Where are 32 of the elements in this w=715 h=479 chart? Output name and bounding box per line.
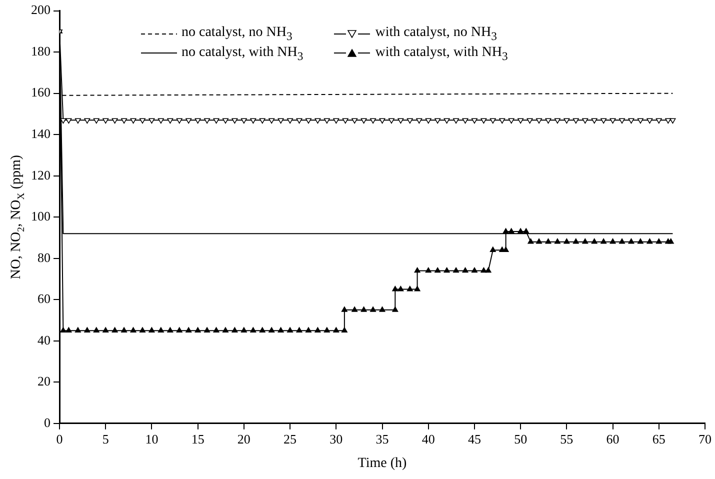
y-tick-label: 140 bbox=[31, 126, 50, 141]
y-tick-label: 200 bbox=[31, 2, 50, 18]
x-tick-label: 20 bbox=[237, 432, 250, 447]
x-tick-label: 40 bbox=[422, 432, 435, 447]
x-tick-label: 10 bbox=[145, 432, 158, 447]
legend-label: no catalyst, with NH$_{3}$ bbox=[182, 44, 304, 62]
y-tick-label: 120 bbox=[31, 167, 50, 182]
x-tick-label: 35 bbox=[376, 432, 389, 447]
x-tick-label: 70 bbox=[698, 432, 712, 447]
y-tick-label: 80 bbox=[38, 250, 50, 265]
x-tick-label: 45 bbox=[468, 432, 481, 447]
y-tick-label: 0 bbox=[44, 414, 50, 430]
x-tick-label: 50 bbox=[514, 432, 528, 447]
y-tick-label: 40 bbox=[38, 332, 50, 348]
legend-label: no catalyst, no NH$_{3}$ bbox=[182, 24, 292, 43]
y-tick-label: 100 bbox=[31, 208, 50, 224]
y-tick-label: 180 bbox=[31, 43, 50, 58]
x-tick-label: 30 bbox=[330, 432, 343, 447]
y-tick-label: 60 bbox=[38, 291, 50, 306]
x-tick-label: 5 bbox=[102, 432, 109, 447]
legend-label: with catalyst, with NH$_{3}$ bbox=[375, 44, 508, 62]
y-tick-label: 20 bbox=[38, 374, 50, 389]
x-tick-label: 60 bbox=[606, 432, 620, 447]
x-tick-label: 65 bbox=[652, 432, 666, 447]
legend-label: with catalyst, no NH$_{3}$ bbox=[375, 24, 497, 43]
y-axis-title: NO, NO2, NOX (ppm) bbox=[9, 154, 28, 280]
x-axis-title: Time (h) bbox=[358, 456, 408, 471]
x-tick-label: 0 bbox=[56, 432, 63, 447]
x-tick-label: 15 bbox=[191, 432, 204, 447]
y-tick-label: 160 bbox=[31, 84, 50, 100]
x-tick-label: 55 bbox=[560, 432, 574, 447]
x-tick-label: 25 bbox=[284, 432, 297, 447]
